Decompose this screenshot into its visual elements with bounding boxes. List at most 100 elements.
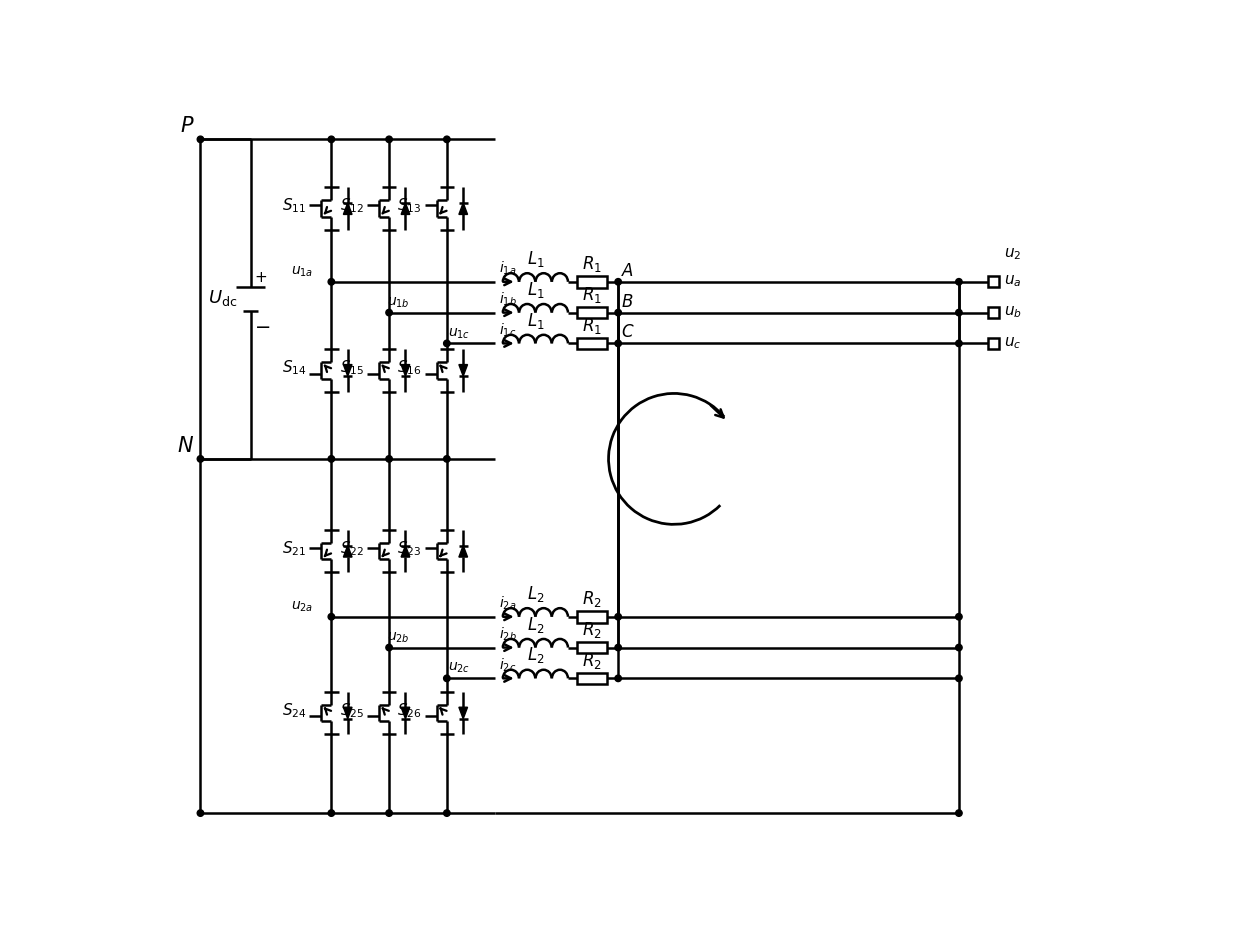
Circle shape <box>386 645 392 651</box>
Text: $P$: $P$ <box>180 116 195 136</box>
Polygon shape <box>343 707 352 719</box>
Text: $i_{1b}$: $i_{1b}$ <box>498 291 517 308</box>
Polygon shape <box>343 204 352 215</box>
Text: $R_1$: $R_1$ <box>582 285 601 305</box>
Text: $+$: $+$ <box>254 270 267 285</box>
Bar <box>578 338 606 350</box>
Circle shape <box>444 137 450 143</box>
Text: $i_{1c}$: $i_{1c}$ <box>498 321 516 339</box>
Text: $S_{21}$: $S_{21}$ <box>283 538 306 557</box>
Polygon shape <box>401 707 409 719</box>
Text: $L_2$: $L_2$ <box>527 614 544 634</box>
Text: $U_{\rm dc}$: $U_{\rm dc}$ <box>208 288 238 308</box>
Circle shape <box>444 675 450 682</box>
Text: $u_{1b}$: $u_{1b}$ <box>387 295 409 310</box>
Bar <box>988 278 999 288</box>
Circle shape <box>615 675 621 682</box>
Text: $-$: $-$ <box>254 315 270 335</box>
Circle shape <box>386 310 392 316</box>
Polygon shape <box>459 546 467 558</box>
Text: $S_{12}$: $S_{12}$ <box>340 196 365 215</box>
Polygon shape <box>401 546 409 558</box>
Polygon shape <box>401 365 409 377</box>
Bar <box>988 308 999 319</box>
Text: $S_{16}$: $S_{16}$ <box>397 358 422 377</box>
Text: $S_{13}$: $S_{13}$ <box>398 196 422 215</box>
Text: $B$: $B$ <box>621 293 634 311</box>
Text: $i_{2a}$: $i_{2a}$ <box>498 595 516 612</box>
Text: $S_{26}$: $S_{26}$ <box>397 700 422 718</box>
Circle shape <box>956 279 962 286</box>
Text: $u_{2b}$: $u_{2b}$ <box>387 630 409 644</box>
Text: $L_2$: $L_2$ <box>527 645 544 665</box>
Bar <box>578 612 606 623</box>
Text: $L_1$: $L_1$ <box>527 311 544 330</box>
Text: $i_{1a}$: $i_{1a}$ <box>498 260 516 278</box>
Text: $S_{23}$: $S_{23}$ <box>398 538 422 557</box>
Bar <box>988 339 999 349</box>
Text: $L_1$: $L_1$ <box>527 279 544 299</box>
Circle shape <box>444 456 450 463</box>
Text: $S_{11}$: $S_{11}$ <box>283 196 306 215</box>
Text: $R_1$: $R_1$ <box>582 315 601 335</box>
Text: $u_c$: $u_c$ <box>1003 335 1021 350</box>
Circle shape <box>956 810 962 817</box>
Circle shape <box>197 137 203 143</box>
Text: $i_{2b}$: $i_{2b}$ <box>498 625 517 643</box>
Circle shape <box>329 137 335 143</box>
Circle shape <box>197 810 203 817</box>
Text: $u_2$: $u_2$ <box>1003 246 1021 261</box>
Circle shape <box>197 456 203 463</box>
Polygon shape <box>459 204 467 215</box>
Text: $i_{2c}$: $i_{2c}$ <box>498 656 516 673</box>
Circle shape <box>329 614 335 620</box>
Polygon shape <box>343 365 352 377</box>
Bar <box>578 673 606 684</box>
Bar <box>578 277 606 288</box>
Circle shape <box>615 279 621 286</box>
Circle shape <box>329 456 335 463</box>
Text: $S_{14}$: $S_{14}$ <box>281 358 306 377</box>
Polygon shape <box>459 365 467 377</box>
Circle shape <box>956 310 962 316</box>
Text: $S_{25}$: $S_{25}$ <box>340 700 365 718</box>
Circle shape <box>386 456 392 463</box>
Circle shape <box>956 645 962 651</box>
Text: $A$: $A$ <box>621 261 635 279</box>
Text: $R_2$: $R_2$ <box>582 589 601 609</box>
Circle shape <box>386 810 392 817</box>
Circle shape <box>444 341 450 347</box>
Text: $u_{2a}$: $u_{2a}$ <box>290 598 312 614</box>
Text: $L_2$: $L_2$ <box>527 583 544 603</box>
Polygon shape <box>401 204 409 215</box>
Circle shape <box>956 675 962 682</box>
Text: $C$: $C$ <box>621 323 635 341</box>
Text: $R_2$: $R_2$ <box>582 650 601 670</box>
Text: $R_1$: $R_1$ <box>582 254 601 274</box>
Bar <box>578 642 606 653</box>
Circle shape <box>956 341 962 347</box>
Text: $S_{15}$: $S_{15}$ <box>340 358 365 377</box>
Circle shape <box>329 810 335 817</box>
Circle shape <box>615 645 621 651</box>
Text: $S_{22}$: $S_{22}$ <box>340 538 365 557</box>
Polygon shape <box>459 707 467 719</box>
Polygon shape <box>343 546 352 558</box>
Text: $u_b$: $u_b$ <box>1003 304 1022 320</box>
Text: $u_{1a}$: $u_{1a}$ <box>290 264 312 278</box>
Text: $R_2$: $R_2$ <box>582 619 601 639</box>
Circle shape <box>615 341 621 347</box>
Text: $u_{1c}$: $u_{1c}$ <box>449 326 471 340</box>
Circle shape <box>386 137 392 143</box>
Bar <box>578 308 606 319</box>
Circle shape <box>615 310 621 316</box>
Text: $u_a$: $u_a$ <box>1003 273 1021 289</box>
Circle shape <box>444 810 450 817</box>
Circle shape <box>329 279 335 286</box>
Text: $S_{24}$: $S_{24}$ <box>281 700 306 718</box>
Text: $u_{2c}$: $u_{2c}$ <box>449 661 471 675</box>
Text: $N$: $N$ <box>177 435 195 456</box>
Text: $L_1$: $L_1$ <box>527 248 544 269</box>
Circle shape <box>615 614 621 620</box>
Circle shape <box>956 614 962 620</box>
